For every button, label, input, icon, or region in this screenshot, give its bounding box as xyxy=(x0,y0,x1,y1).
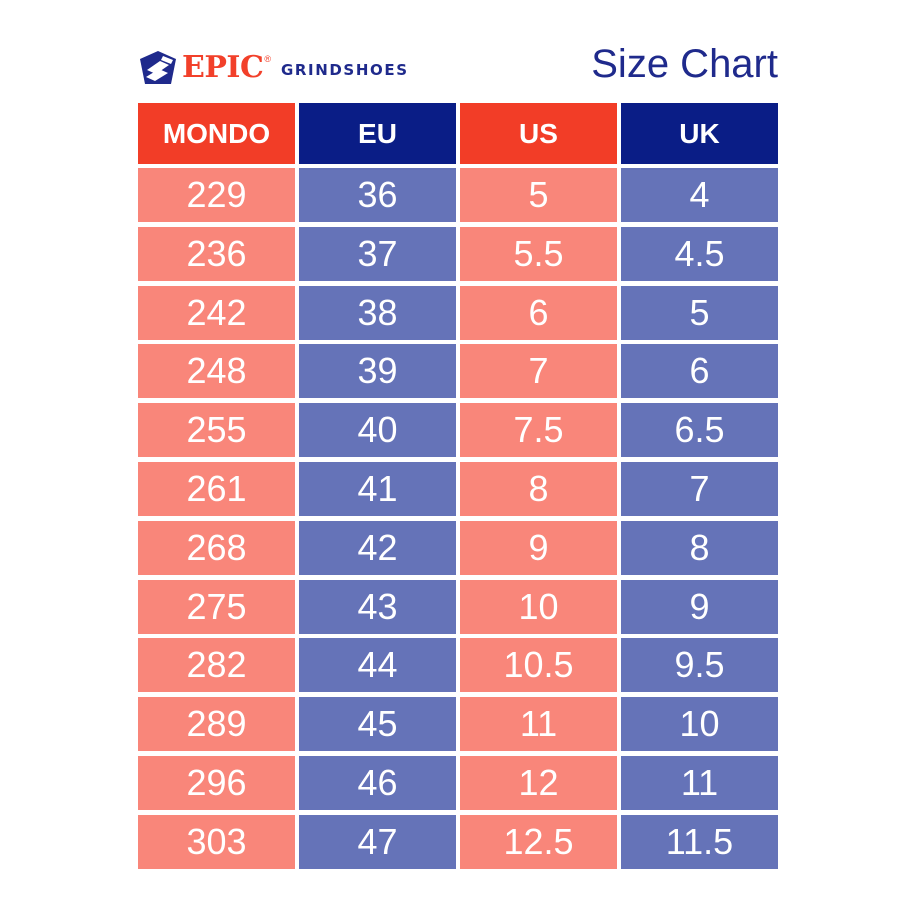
table-cell-mondo: 268 xyxy=(138,520,295,575)
table-cell-us: 5.5 xyxy=(460,226,617,281)
table-cell-uk: 4 xyxy=(621,168,778,222)
table-cell-eu: 46 xyxy=(299,755,456,810)
epic-shield-icon xyxy=(140,51,176,84)
table-cell-eu: 43 xyxy=(299,579,456,634)
brand-logo: EPIC ® GRINDSHOES xyxy=(138,48,409,88)
table-cell-eu: 36 xyxy=(299,168,456,222)
column-header-uk: UK xyxy=(621,103,778,164)
table-cell-uk: 9 xyxy=(621,579,778,634)
table-cell-uk: 7 xyxy=(621,461,778,516)
table-cell-us: 11 xyxy=(460,697,617,752)
table-cell-mondo: 261 xyxy=(138,461,295,516)
size-chart-table: MONDO EU US UK 229 36 5 4 236 37 5.5 4.5 242 38 6 5… xyxy=(138,103,778,874)
table-cell-eu: 40 xyxy=(299,403,456,458)
table-cell-uk: 4.5 xyxy=(621,226,778,281)
table-cell-eu: 39 xyxy=(299,344,456,399)
table-cell-mondo: 242 xyxy=(138,285,295,340)
table-cell-mondo: 303 xyxy=(138,814,295,869)
registered-mark: ® xyxy=(264,54,271,64)
table-cell-uk: 5 xyxy=(621,285,778,340)
column-header-mondo: MONDO xyxy=(138,103,295,164)
table-cell-eu: 45 xyxy=(299,697,456,752)
table-cell-mondo: 255 xyxy=(138,403,295,458)
table-cell-us: 8 xyxy=(460,461,617,516)
table-cell-us: 7.5 xyxy=(460,403,617,458)
table-cell-us: 6 xyxy=(460,285,617,340)
table-cell-us: 10 xyxy=(460,579,617,634)
brand-name: EPIC xyxy=(182,50,264,85)
table-cell-mondo: 289 xyxy=(138,697,295,752)
table-cell-uk: 11.5 xyxy=(621,814,778,869)
column-header-us: US xyxy=(460,103,617,164)
table-cell-mondo: 229 xyxy=(138,168,295,222)
table-cell-us: 12.5 xyxy=(460,814,617,869)
table-cell-uk: 11 xyxy=(621,755,778,810)
brand-product-line: GRINDSHOES xyxy=(280,60,409,79)
table-cell-mondo: 296 xyxy=(138,755,295,810)
table-cell-eu: 44 xyxy=(299,638,456,693)
table-cell-eu: 41 xyxy=(299,461,456,516)
page-title: Size Chart xyxy=(591,42,778,86)
table-cell-us: 7 xyxy=(460,344,617,399)
page-header: EPIC ® GRINDSHOES Size Chart xyxy=(138,42,778,92)
table-cell-us: 10.5 xyxy=(460,638,617,693)
table-cell-uk: 8 xyxy=(621,520,778,575)
table-cell-uk: 6.5 xyxy=(621,403,778,458)
table-cell-eu: 47 xyxy=(299,814,456,869)
table-cell-uk: 10 xyxy=(621,697,778,752)
table-cell-uk: 9.5 xyxy=(621,638,778,693)
table-cell-mondo: 248 xyxy=(138,344,295,399)
table-cell-uk: 6 xyxy=(621,344,778,399)
table-cell-eu: 42 xyxy=(299,520,456,575)
table-cell-eu: 37 xyxy=(299,226,456,281)
table-cell-eu: 38 xyxy=(299,285,456,340)
table-cell-us: 9 xyxy=(460,520,617,575)
table-cell-us: 12 xyxy=(460,755,617,810)
table-cell-us: 5 xyxy=(460,168,617,222)
column-header-eu: EU xyxy=(299,103,456,164)
table-cell-mondo: 236 xyxy=(138,226,295,281)
table-cell-mondo: 275 xyxy=(138,579,295,634)
table-cell-mondo: 282 xyxy=(138,638,295,693)
